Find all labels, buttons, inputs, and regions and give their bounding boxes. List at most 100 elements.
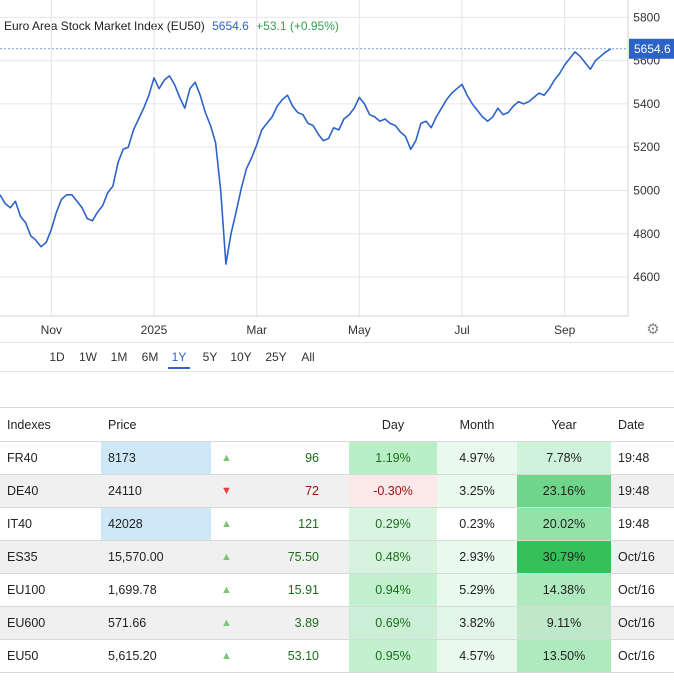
range-button-1d[interactable]: 1D [49,350,65,364]
row-net-change: 53.10 [242,639,349,673]
row-day-pct: 1.19% [349,441,437,475]
row-year-pct: 13.50% [517,639,611,673]
y-tick-label: 5800 [633,10,660,24]
up-arrow-icon: ▲ [211,507,242,541]
row-price: 42028 [101,507,211,541]
x-tick-label: Nov [41,323,62,337]
row-symbol[interactable]: FR40 [0,441,101,475]
row-symbol[interactable]: DE40 [0,474,101,508]
header-year[interactable]: Year [517,407,611,442]
row-date: 19:48 [611,441,674,475]
up-arrow-icon: ▲ [211,540,242,574]
row-net-change: 121 [242,507,349,541]
range-button-all[interactable]: All [301,350,315,364]
last-value-label: 5654.6 [634,42,671,56]
y-tick-label: 5200 [633,140,660,154]
row-month-pct: 2.93% [437,540,517,574]
table-row[interactable]: DE40 24110 ▼ 72 -0.30% 3.25% 23.16% 19:48 [0,474,674,508]
x-tick-label: Jul [454,323,469,337]
table-row[interactable]: FR40 8173 ▲ 96 1.19% 4.97% 7.78% 19:48 [0,441,674,475]
up-arrow-icon: ▲ [211,441,242,475]
row-net-change: 96 [242,441,349,475]
header-net [242,407,349,442]
index-change: +53.1 (+0.95%) [256,19,339,33]
row-day-pct: 0.94% [349,573,437,607]
row-net-change: 3.89 [242,606,349,640]
row-date: Oct/16 [611,606,674,640]
row-date: Oct/16 [611,540,674,574]
quotes-body: FR40 8173 ▲ 96 1.19% 4.97% 7.78% 19:48 DE40 24110… [0,441,674,673]
index-name: Euro Area Stock Market Index (EU50) [4,19,205,33]
header-arrow [211,407,242,442]
range-button-1w[interactable]: 1W [79,350,97,364]
row-date: Oct/16 [611,573,674,607]
row-day-pct: 0.29% [349,507,437,541]
chart-title: Euro Area Stock Market Index (EU50) 5654… [4,19,339,33]
row-day-pct: -0.30% [349,474,437,508]
row-symbol[interactable]: IT40 [0,507,101,541]
range-selector: 1D 1W 1M 6M 1Y 5Y 10Y 25Y All [0,342,674,372]
x-tick-label: Sep [554,323,576,337]
range-button-1m[interactable]: 1M [110,350,128,364]
header-month[interactable]: Month [437,407,517,442]
row-price: 1,699.78 [101,573,211,607]
up-arrow-icon: ▲ [211,639,242,673]
row-net-change: 75.50 [242,540,349,574]
row-price: 15,570.00 [101,540,211,574]
row-net-change: 15.91 [242,573,349,607]
up-arrow-icon: ▲ [211,573,242,607]
range-button-25y[interactable]: 25Y [265,350,287,364]
y-tick-label: 4600 [633,270,660,284]
range-button-6m[interactable]: 6M [141,350,159,364]
row-symbol[interactable]: ES35 [0,540,101,574]
row-month-pct: 3.82% [437,606,517,640]
row-month-pct: 0.23% [437,507,517,541]
row-year-pct: 9.11% [517,606,611,640]
y-tick-label: 4800 [633,227,660,241]
y-tick-label: 5400 [633,97,660,111]
row-month-pct: 4.57% [437,639,517,673]
table-row[interactable]: IT40 42028 ▲ 121 0.29% 0.23% 20.02% 19:48 [0,507,674,541]
row-month-pct: 4.97% [437,441,517,475]
header-price[interactable]: Price [101,407,211,442]
quotes-table: Indexes Price Day Month Year Date FR40 81… [0,407,674,673]
row-year-pct: 20.02% [517,507,611,541]
row-date: 19:48 [611,507,674,541]
row-day-pct: 0.95% [349,639,437,673]
range-button-5y[interactable]: 5Y [202,350,218,364]
header-day[interactable]: Day [349,407,437,442]
last-value-badge [629,38,674,59]
range-button-10y[interactable]: 10Y [230,350,252,364]
row-year-pct: 14.38% [517,573,611,607]
header-indexes[interactable]: Indexes [0,407,101,442]
table-row[interactable]: ES35 15,570.00 ▲ 75.50 0.48% 2.93% 30.79% Oct/1… [0,540,674,574]
row-date: Oct/16 [611,639,674,673]
up-arrow-icon: ▲ [211,606,242,640]
gear-icon[interactable]: ⚙ [646,321,660,338]
header-date[interactable]: Date [611,407,674,442]
row-year-pct: 23.16% [517,474,611,508]
x-tick-label: 2025 [141,323,168,337]
row-day-pct: 0.69% [349,606,437,640]
row-price: 571.66 [101,606,211,640]
range-button-1y[interactable]: 1Y [168,349,190,369]
row-month-pct: 5.29% [437,573,517,607]
row-symbol[interactable]: EU50 [0,639,101,673]
table-row[interactable]: EU600 571.66 ▲ 3.89 0.69% 3.82% 9.11% Oct/16 [0,606,674,640]
row-month-pct: 3.25% [437,474,517,508]
row-day-pct: 0.48% [349,540,437,574]
row-price: 5,615.20 [101,639,211,673]
x-tick-label: Mar [246,323,267,337]
row-symbol[interactable]: EU600 [0,606,101,640]
y-tick-label: 5000 [633,183,660,197]
table-row[interactable]: EU50 5,615.20 ▲ 53.10 0.95% 4.57% 13.50% Oct/16 [0,639,674,673]
table-header-row: Indexes Price Day Month Year Date [0,407,674,442]
row-date: 19:48 [611,474,674,508]
row-year-pct: 7.78% [517,441,611,475]
table-row[interactable]: EU100 1,699.78 ▲ 15.91 0.94% 5.29% 14.38% Oct/1… [0,573,674,607]
x-tick-label: May [348,323,371,337]
price-chart[interactable]: Euro Area Stock Market Index (EU50) 5654… [0,0,674,342]
row-price: 24110 [101,474,211,508]
row-symbol[interactable]: EU100 [0,573,101,607]
